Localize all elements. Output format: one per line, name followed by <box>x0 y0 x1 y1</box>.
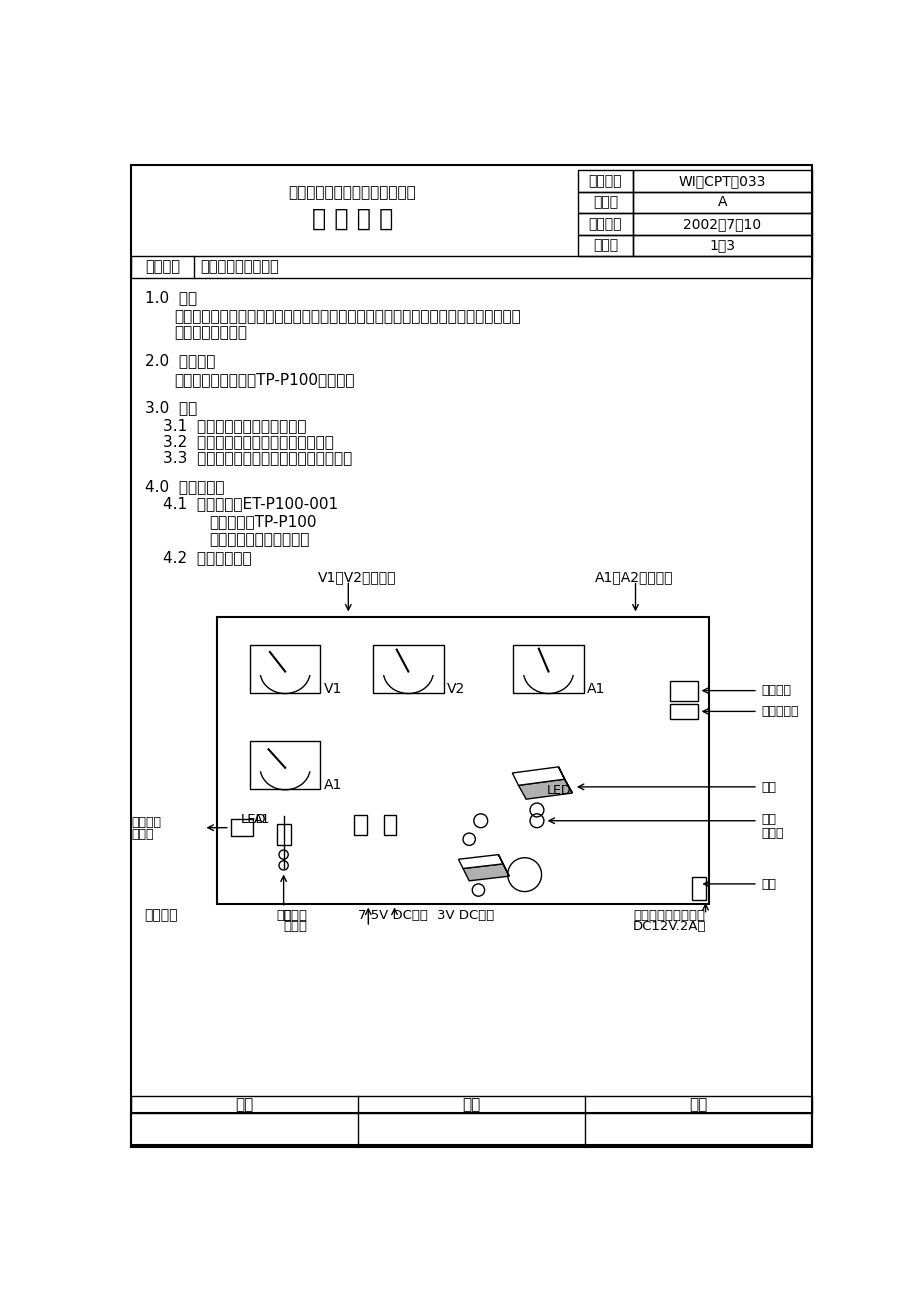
Text: V1: V1 <box>323 681 342 695</box>
Bar <box>354 815 367 835</box>
Text: 成品负极: 成品负极 <box>131 816 161 829</box>
Bar <box>373 644 443 693</box>
Text: 3.0  职责: 3.0 职责 <box>145 400 197 415</box>
Bar <box>250 644 320 693</box>
Text: 文件编号: 文件编号 <box>588 174 621 187</box>
Text: 作成: 作成 <box>235 1098 254 1112</box>
Text: 成品正: 成品正 <box>283 909 307 922</box>
Bar <box>632 171 811 191</box>
Bar <box>577 214 632 234</box>
Text: LED: LED <box>547 784 571 797</box>
Text: 接触片: 接触片 <box>131 828 153 841</box>
Text: 适用于本工厂内测试TP-P100的机架。: 适用于本工厂内测试TP-P100的机架。 <box>174 372 355 387</box>
Polygon shape <box>558 767 572 793</box>
Text: 1／3: 1／3 <box>709 238 734 253</box>
Text: 电源指示灯: 电源指示灯 <box>760 706 798 719</box>
Bar <box>131 1096 811 1113</box>
Text: 文件名称: 文件名称 <box>145 259 180 275</box>
Bar <box>513 644 583 693</box>
Text: 3.2  生技部：负责机架的制作与维修。: 3.2 生技部：负责机架的制作与维修。 <box>164 434 334 449</box>
Text: 所测机型：TP-P100: 所测机型：TP-P100 <box>210 514 317 530</box>
Bar <box>691 878 705 900</box>
Text: 卡扣: 卡扣 <box>760 878 776 891</box>
Text: 批准: 批准 <box>688 1098 707 1112</box>
Text: 外接电源（内正外负: 外接电源（内正外负 <box>632 909 705 922</box>
Text: 卡扣: 卡扣 <box>760 781 776 794</box>
Text: 机型性质：成品和半成品: 机型性质：成品和半成品 <box>210 533 310 547</box>
Text: 3V DC插口: 3V DC插口 <box>437 909 494 922</box>
Bar <box>577 234 632 256</box>
Text: 深圳市东宝祥电子科技有限公司: 深圳市东宝祥电子科技有限公司 <box>288 185 415 201</box>
Bar <box>632 234 811 256</box>
Bar <box>217 617 708 904</box>
Text: A: A <box>717 195 727 210</box>
Bar <box>577 171 632 191</box>
Text: 规范公司机架的操作及保养方法，降低机架损坏率，延长使用寿命，确保机架在生产中: 规范公司机架的操作及保养方法，降低机架损坏率，延长使用寿命，确保机架在生产中 <box>174 309 520 324</box>
Text: A1: A1 <box>323 777 342 792</box>
Text: 审核: 审核 <box>462 1098 480 1112</box>
Bar <box>632 214 811 234</box>
Text: 3.1  生产部：负责机架的保养。: 3.1 生产部：负责机架的保养。 <box>164 418 307 434</box>
Bar <box>131 256 811 277</box>
Text: DC12V.2A）: DC12V.2A） <box>632 921 706 934</box>
Text: 2.0  适用范围: 2.0 适用范围 <box>145 353 215 368</box>
Polygon shape <box>458 854 503 868</box>
Text: 工 作 指 引: 工 作 指 引 <box>312 207 392 230</box>
Bar <box>577 191 632 214</box>
Text: 极触点: 极触点 <box>283 921 307 934</box>
Bar <box>231 819 253 836</box>
Bar <box>669 703 698 719</box>
Polygon shape <box>498 854 509 876</box>
Bar <box>383 815 395 835</box>
Text: 3.3  生技部：负责操作及保养规范的制定。: 3.3 生技部：负责操作及保养规范的制定。 <box>164 450 352 465</box>
Text: （图一）: （图一） <box>144 909 177 923</box>
Text: 挡板: 挡板 <box>276 909 290 922</box>
Text: V2: V2 <box>447 681 464 695</box>
Text: LED: LED <box>240 812 266 825</box>
Text: 顶针: 顶针 <box>760 812 776 825</box>
Text: 机架操作及保养规范: 机架操作及保养规范 <box>200 259 278 275</box>
Text: 4.1  机架编号：ET-P100-001: 4.1 机架编号：ET-P100-001 <box>164 496 338 512</box>
Bar <box>277 824 290 845</box>
Text: 电源开关: 电源开关 <box>760 685 790 698</box>
Bar <box>632 191 811 214</box>
Text: A1: A1 <box>586 681 605 695</box>
Text: 4.0  作业内容：: 4.0 作业内容： <box>145 479 224 493</box>
Text: 7.5V DC插口: 7.5V DC插口 <box>357 909 427 922</box>
Text: A1、A2是电流表: A1、A2是电流表 <box>594 570 673 583</box>
Text: 的正常测试使用。: 的正常测试使用。 <box>174 326 247 340</box>
Bar <box>669 681 698 700</box>
Polygon shape <box>518 779 572 799</box>
Bar <box>250 741 320 789</box>
Bar <box>131 1113 811 1147</box>
Text: 4.2  机架平面图：: 4.2 机架平面图： <box>164 549 252 565</box>
Text: 版　本: 版 本 <box>592 195 618 210</box>
Text: 页　次: 页 次 <box>592 238 618 253</box>
Text: 1.0  目的: 1.0 目的 <box>145 290 197 305</box>
Text: 生效日期: 生效日期 <box>588 217 621 230</box>
Text: 固定柱: 固定柱 <box>760 827 783 840</box>
Text: A1: A1 <box>254 812 270 825</box>
Text: 2002－7－10: 2002－7－10 <box>683 217 761 230</box>
Text: V1、V2是电压表: V1、V2是电压表 <box>317 570 395 583</box>
Polygon shape <box>462 863 509 881</box>
Polygon shape <box>512 767 564 785</box>
Text: WI－CPT－033: WI－CPT－033 <box>678 174 766 187</box>
